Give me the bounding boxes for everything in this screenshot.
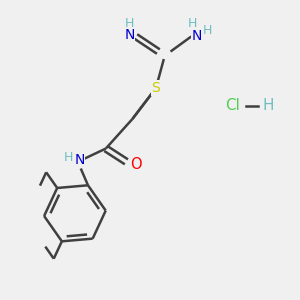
Text: H: H [188,17,197,31]
Text: H: H [64,151,73,164]
Text: H: H [203,24,212,37]
Text: N: N [124,28,135,42]
Text: Cl: Cl [225,98,240,113]
Text: N: N [74,153,85,167]
Text: S: S [152,81,160,95]
Text: H: H [262,98,274,113]
Text: H: H [125,17,134,31]
Text: O: O [130,157,142,172]
Text: N: N [192,29,202,43]
